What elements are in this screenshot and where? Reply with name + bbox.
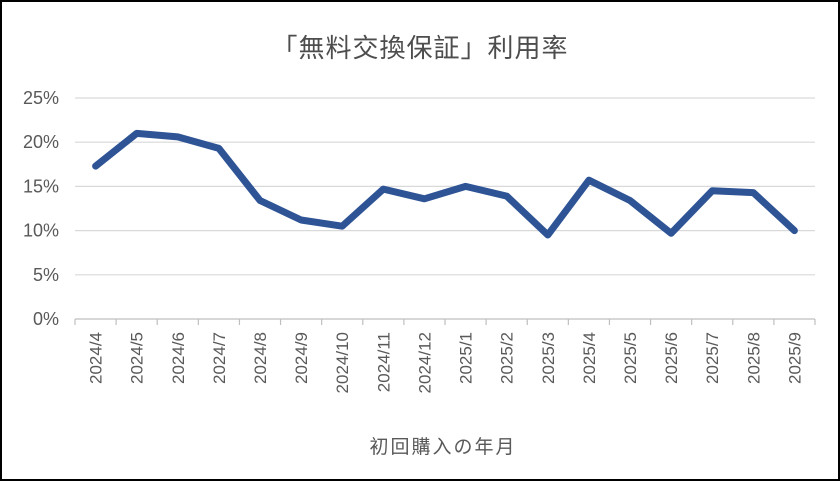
- y-axis-tick-label: 15%: [23, 176, 59, 196]
- x-axis-tick-label: 2024/12: [415, 332, 434, 393]
- x-axis-tick-label: 2024/6: [169, 332, 188, 384]
- y-axis-tick-label: 5%: [33, 265, 59, 285]
- x-axis-tick-label: 2025/4: [580, 332, 599, 384]
- x-axis-tick-label: 2025/5: [621, 332, 640, 384]
- x-axis-tick-label: 2025/8: [744, 332, 763, 384]
- x-axis-tick-label: 2024/7: [210, 332, 229, 384]
- x-axis-tick-label: 2024/10: [333, 332, 352, 393]
- y-axis-tick-label: 0%: [33, 309, 59, 329]
- x-axis-tick-label: 2025/3: [539, 332, 558, 384]
- x-axis-tick-label: 2025/7: [703, 332, 722, 384]
- x-axis-tick-label: 2024/4: [87, 332, 106, 384]
- x-axis-tick-label: 2024/5: [128, 332, 147, 384]
- x-axis-title: 初回購入の年月: [369, 437, 517, 458]
- chart-title: 「無料交換保証」利用率: [271, 33, 569, 63]
- x-axis-tick-label: 2024/11: [374, 332, 393, 392]
- x-axis-tick-label: 2025/9: [785, 332, 804, 384]
- y-axis-tick-label: 10%: [23, 221, 59, 241]
- x-axis-tick-label: 2024/8: [251, 332, 270, 384]
- x-axis-tick-label: 2025/6: [662, 332, 681, 384]
- y-axis-tick-label: 25%: [23, 88, 59, 108]
- x-axis-tick-label: 2024/9: [292, 332, 311, 384]
- series-line: [92, 129, 798, 239]
- x-axis-tick-label: 2025/2: [498, 332, 517, 384]
- y-axis-tick-label: 20%: [23, 132, 59, 152]
- x-axis-tick-label: 2025/1: [457, 332, 476, 384]
